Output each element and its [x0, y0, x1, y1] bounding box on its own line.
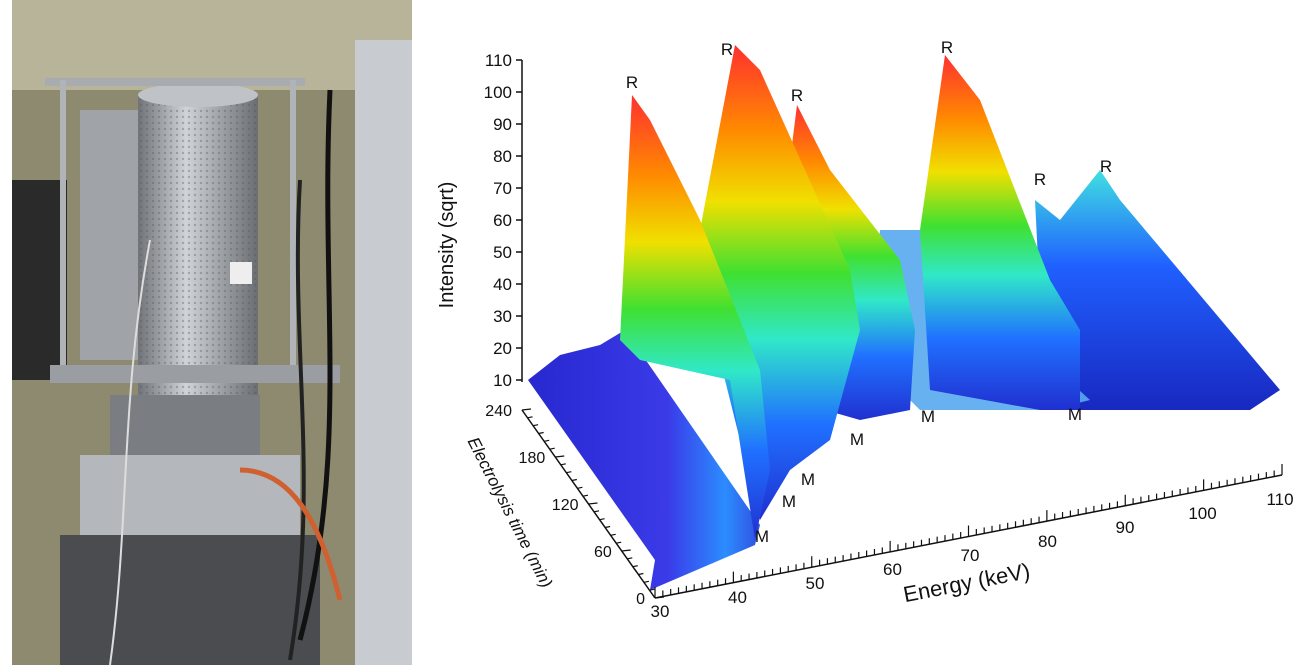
tick-mark — [632, 565, 638, 568]
y-tick-label: 90 — [493, 115, 512, 134]
time-tick-label: 180 — [519, 450, 546, 467]
peak-label: R — [721, 40, 733, 59]
tick-mark — [532, 424, 539, 427]
peak-label: R — [626, 73, 638, 92]
tick-mark — [582, 494, 589, 497]
x-tick-label: 110 — [1266, 490, 1293, 509]
surface — [528, 45, 1280, 590]
tick-mark — [588, 502, 598, 505]
y-tick-label: 30 — [493, 307, 512, 326]
tick-mark — [610, 533, 616, 536]
peak-label: R — [791, 86, 803, 105]
tick-mark — [577, 486, 583, 489]
edge-label: M — [850, 430, 864, 449]
tick-mark — [593, 510, 600, 513]
time-tick-label: 60 — [594, 544, 612, 561]
x-tick-label: 90 — [1116, 518, 1135, 537]
y-tick-label: 40 — [493, 275, 512, 294]
tick-mark — [527, 416, 533, 419]
edge-label: M — [755, 527, 769, 546]
x-tick-label: 80 — [1038, 532, 1057, 551]
tick-mark — [555, 455, 565, 458]
time-tick-label: 0 — [636, 591, 645, 608]
x-tick-label: 30 — [651, 602, 670, 621]
tick-mark — [544, 439, 550, 442]
y-tick-label: 50 — [493, 243, 512, 262]
edge-label: M — [782, 492, 796, 511]
tick-mark — [605, 525, 611, 529]
tick-mark — [599, 518, 605, 521]
tick-mark — [654, 596, 665, 599]
tick-mark — [566, 471, 572, 474]
ridge — [620, 95, 770, 540]
tick-mark — [649, 588, 655, 591]
peak-label: R — [941, 38, 953, 57]
tick-mark — [627, 557, 633, 560]
peak-label: R — [1100, 157, 1112, 176]
front-slab — [528, 330, 760, 590]
x-tick-label: 70 — [961, 546, 980, 565]
tick-mark — [643, 580, 650, 583]
tick-mark — [571, 478, 577, 482]
y-tick-label: 20 — [493, 339, 512, 358]
x-tick-label: 100 — [1188, 504, 1216, 523]
peak-label: R — [1034, 170, 1046, 189]
y-tick-label: 100 — [484, 83, 512, 102]
tick-mark — [616, 541, 622, 544]
x-tick-label: 50 — [806, 574, 825, 593]
edge-label: M — [1068, 405, 1082, 424]
x-tick-label: 60 — [883, 560, 902, 579]
tick-mark — [521, 408, 532, 411]
tick-mark — [638, 572, 644, 576]
x-axis-label: Energy (keV) — [901, 558, 1032, 607]
y-tick-label: 80 — [493, 147, 512, 166]
tick-mark — [560, 463, 566, 466]
y-tick-label: 10 — [493, 371, 512, 390]
edge-label: M — [801, 470, 815, 489]
y-tick-label: 60 — [493, 211, 512, 230]
tick-mark — [621, 549, 631, 552]
ridge — [1035, 170, 1280, 410]
tick-mark — [549, 447, 555, 450]
ridge — [920, 55, 1080, 410]
y-tick-label: 110 — [485, 51, 512, 70]
y-axis-label: Intensity (sqrt) — [436, 182, 458, 309]
apparatus-photo — [12, 0, 412, 666]
edge-label: M — [921, 407, 935, 426]
y-tick-label: 70 — [493, 179, 512, 198]
time-tick-label: 240 — [485, 403, 512, 420]
x-tick-label: 40 — [728, 588, 747, 607]
tick-mark — [538, 431, 544, 435]
time-tick-label: 120 — [552, 497, 579, 514]
